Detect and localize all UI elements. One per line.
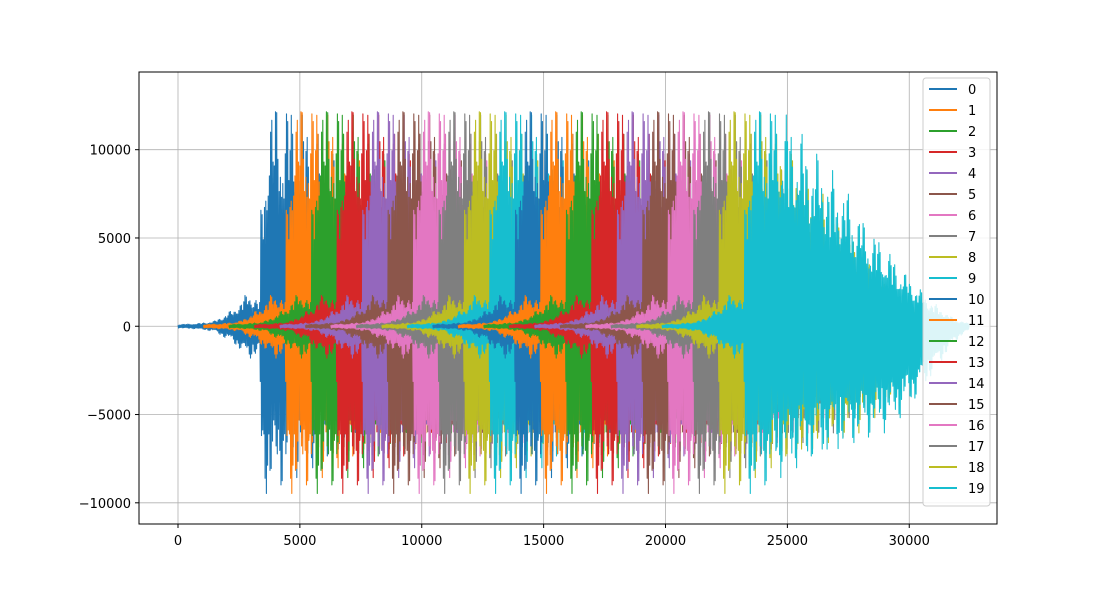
- legend-label: 18: [968, 461, 985, 476]
- legend-label: 14: [968, 377, 985, 392]
- x-tick-label: 15000: [523, 534, 564, 549]
- x-tick-label: 25000: [767, 534, 808, 549]
- x-tick-label: 10000: [401, 534, 442, 549]
- legend-label: 12: [968, 335, 985, 350]
- y-axis: −10000 −5000 0 5000 10000: [79, 144, 139, 512]
- legend-label: 7: [968, 230, 976, 245]
- legend-label: 4: [968, 167, 976, 182]
- y-tick-label: 5000: [98, 232, 131, 247]
- x-tick-label: 30000: [889, 534, 930, 549]
- legend-label: 3: [968, 146, 976, 161]
- legend-label: 0: [968, 83, 976, 98]
- legend-box: [922, 77, 991, 507]
- y-tick-label: −5000: [87, 409, 131, 424]
- x-tick-label: 20000: [645, 534, 686, 549]
- legend-label: 2: [968, 125, 976, 140]
- legend-label: 13: [968, 356, 985, 371]
- legend-label: 1: [968, 104, 976, 119]
- y-tick-label: 10000: [90, 144, 131, 159]
- legend-label: 16: [968, 419, 985, 434]
- x-tick-label: 5000: [283, 534, 316, 549]
- legend-label: 5: [968, 188, 976, 203]
- x-tick-label: 0: [174, 534, 182, 549]
- legend-label: 8: [968, 251, 976, 266]
- x-axis: 0 5000 10000 15000 20000 25000 30000: [174, 524, 930, 549]
- series-line-19: [661, 111, 970, 495]
- plot-area: [177, 111, 970, 495]
- legend-label: 11: [968, 314, 985, 329]
- legend-label: 9: [968, 272, 976, 287]
- axes-frame: [138, 71, 998, 525]
- y-tick-label: −10000: [79, 497, 131, 512]
- legend-label: 15: [968, 398, 985, 413]
- y-tick-label: 0: [123, 320, 131, 335]
- legend-label: 6: [968, 209, 976, 224]
- legend-label: 17: [968, 440, 985, 455]
- legend-label: 19: [968, 482, 985, 497]
- legend-label: 10: [968, 293, 985, 308]
